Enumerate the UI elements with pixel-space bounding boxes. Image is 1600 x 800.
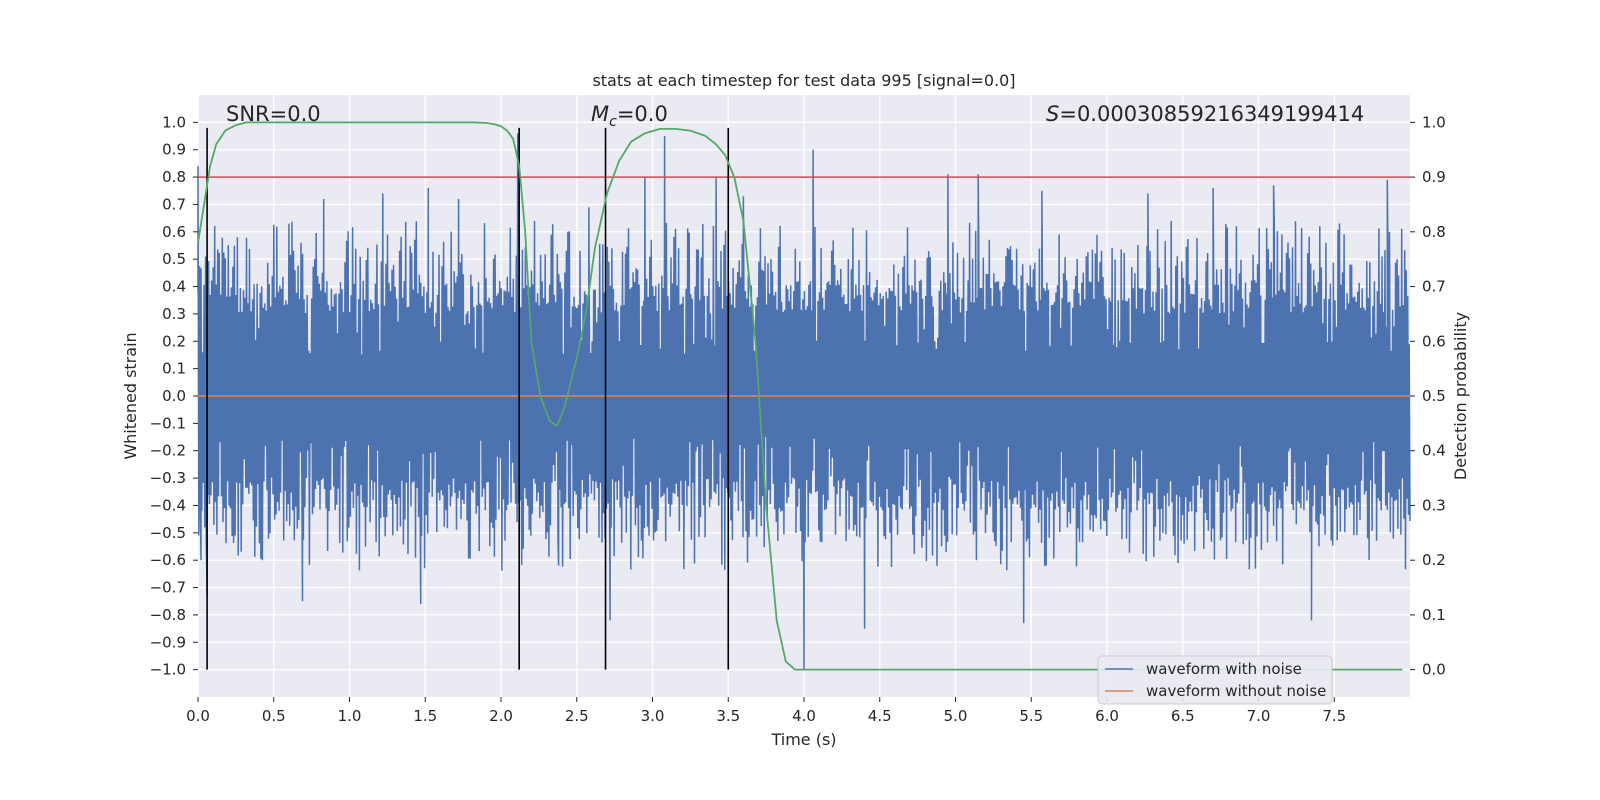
y-tick-label: 0.8 — [162, 168, 186, 186]
x-axis-label: Time (s) — [770, 730, 836, 749]
y-tick-label: −0.3 — [150, 469, 186, 487]
y2-tick-label: 0.0 — [1422, 661, 1446, 679]
x-tick-label: 4.5 — [868, 707, 892, 725]
y2-tick-label: 0.3 — [1422, 496, 1446, 514]
x-tick-label: 3.0 — [641, 707, 665, 725]
y-tick-label: −0.9 — [150, 633, 186, 651]
y2-axis-ticks: 1.0 0.9 0.8 0.7 0.6 0.5 0.4 0.3 0.2 0.1 0.0 — [1410, 113, 1446, 679]
x-tick-label: 1.5 — [413, 707, 437, 725]
chirp-mass-symbol: M — [591, 102, 609, 126]
y2-tick-label: 0.8 — [1422, 223, 1446, 241]
score-symbol: S — [1046, 102, 1059, 126]
x-tick-label: 7.0 — [1247, 707, 1271, 725]
chirp-mass-subscript: c — [609, 114, 617, 130]
x-tick-label: 5.5 — [1019, 707, 1043, 725]
legend-label-clean: waveform without noise — [1146, 682, 1326, 700]
y2-tick-label: 0.4 — [1422, 442, 1446, 460]
y-tick-label: 0.0 — [162, 387, 186, 405]
y2-tick-label: 1.0 — [1422, 113, 1446, 131]
y2-tick-label: 0.2 — [1422, 551, 1446, 569]
legend-box — [1097, 655, 1333, 705]
snr-annotation: SNR=0.0 — [226, 102, 321, 126]
x-tick-label: 2.0 — [489, 707, 513, 725]
y-tick-label: −1.0 — [150, 661, 186, 679]
y-tick-label: −0.8 — [150, 606, 186, 624]
x-tick-label: 7.5 — [1322, 707, 1346, 725]
y-tick-label: 0.5 — [162, 250, 186, 268]
y2-tick-label: 0.1 — [1422, 606, 1446, 624]
x-tick-label: 0.5 — [262, 707, 286, 725]
y-tick-label: 0.6 — [162, 223, 186, 241]
chart-title: stats at each timestep for test data 995… — [592, 71, 1015, 90]
y-tick-label: −0.7 — [150, 579, 186, 597]
y-tick-label: 0.1 — [162, 360, 186, 378]
x-tick-label: 6.5 — [1171, 707, 1195, 725]
x-tick-label: 6.0 — [1095, 707, 1119, 725]
x-tick-label: 5.0 — [944, 707, 968, 725]
y-tick-label: −0.5 — [150, 524, 186, 542]
probability-line — [197, 121, 1403, 671]
x-tick-label: 2.5 — [565, 707, 589, 725]
y-tick-label: 0.7 — [162, 195, 186, 213]
chirp-mass-value: =0.0 — [617, 102, 668, 126]
y2-tick-label: 0.7 — [1422, 278, 1446, 296]
detection-probability-series — [197, 121, 1403, 671]
x-tick-label: 0.0 — [186, 707, 210, 725]
y2-tick-label: 0.9 — [1422, 168, 1446, 186]
y-axis-ticks: 1.0 0.9 0.8 0.7 0.6 0.5 0.4 0.3 0.2 0.1 0.0 −0.1 −0.… — [150, 113, 198, 679]
y2-tick-label: 0.5 — [1422, 387, 1446, 405]
y-tick-label: −0.4 — [150, 496, 186, 514]
x-tick-label: 4.0 — [792, 707, 816, 725]
score-annotation: S=0.00030859216349199414 — [1046, 102, 1364, 126]
x-axis-ticks: 0.0 0.5 1.0 1.5 2.0 2.5 3.0 3.5 4.0 4.5 5.0 5.5 6.0 6… — [186, 697, 1346, 725]
noise-waveform-series — [197, 133, 1411, 670]
legend-label-noise: waveform with noise — [1146, 660, 1302, 678]
y-tick-label: 1.0 — [162, 113, 186, 131]
legend: waveform with noise waveform without noi… — [1097, 655, 1333, 705]
y-tick-label: −0.6 — [150, 551, 186, 569]
y-tick-label: −0.1 — [150, 414, 186, 432]
y-tick-label: 0.2 — [162, 332, 186, 350]
y2-tick-label: 0.6 — [1422, 332, 1446, 350]
y-tick-label: 0.3 — [162, 305, 186, 323]
vertical-markers — [206, 127, 730, 670]
y-axis-label: Whitened strain — [121, 332, 140, 459]
y-tick-label: 0.9 — [162, 141, 186, 159]
y2-axis-label: Detection probability — [1451, 312, 1470, 480]
y-tick-label: 0.4 — [162, 278, 186, 296]
y-tick-label: −0.2 — [150, 442, 186, 460]
chirp-mass-annotation: Mc=0.0 — [591, 102, 668, 130]
x-tick-label: 3.5 — [716, 707, 740, 725]
score-value: =0.00030859216349199414 — [1059, 102, 1364, 126]
noise-waveform-line — [197, 133, 1411, 670]
x-tick-label: 1.0 — [338, 707, 362, 725]
